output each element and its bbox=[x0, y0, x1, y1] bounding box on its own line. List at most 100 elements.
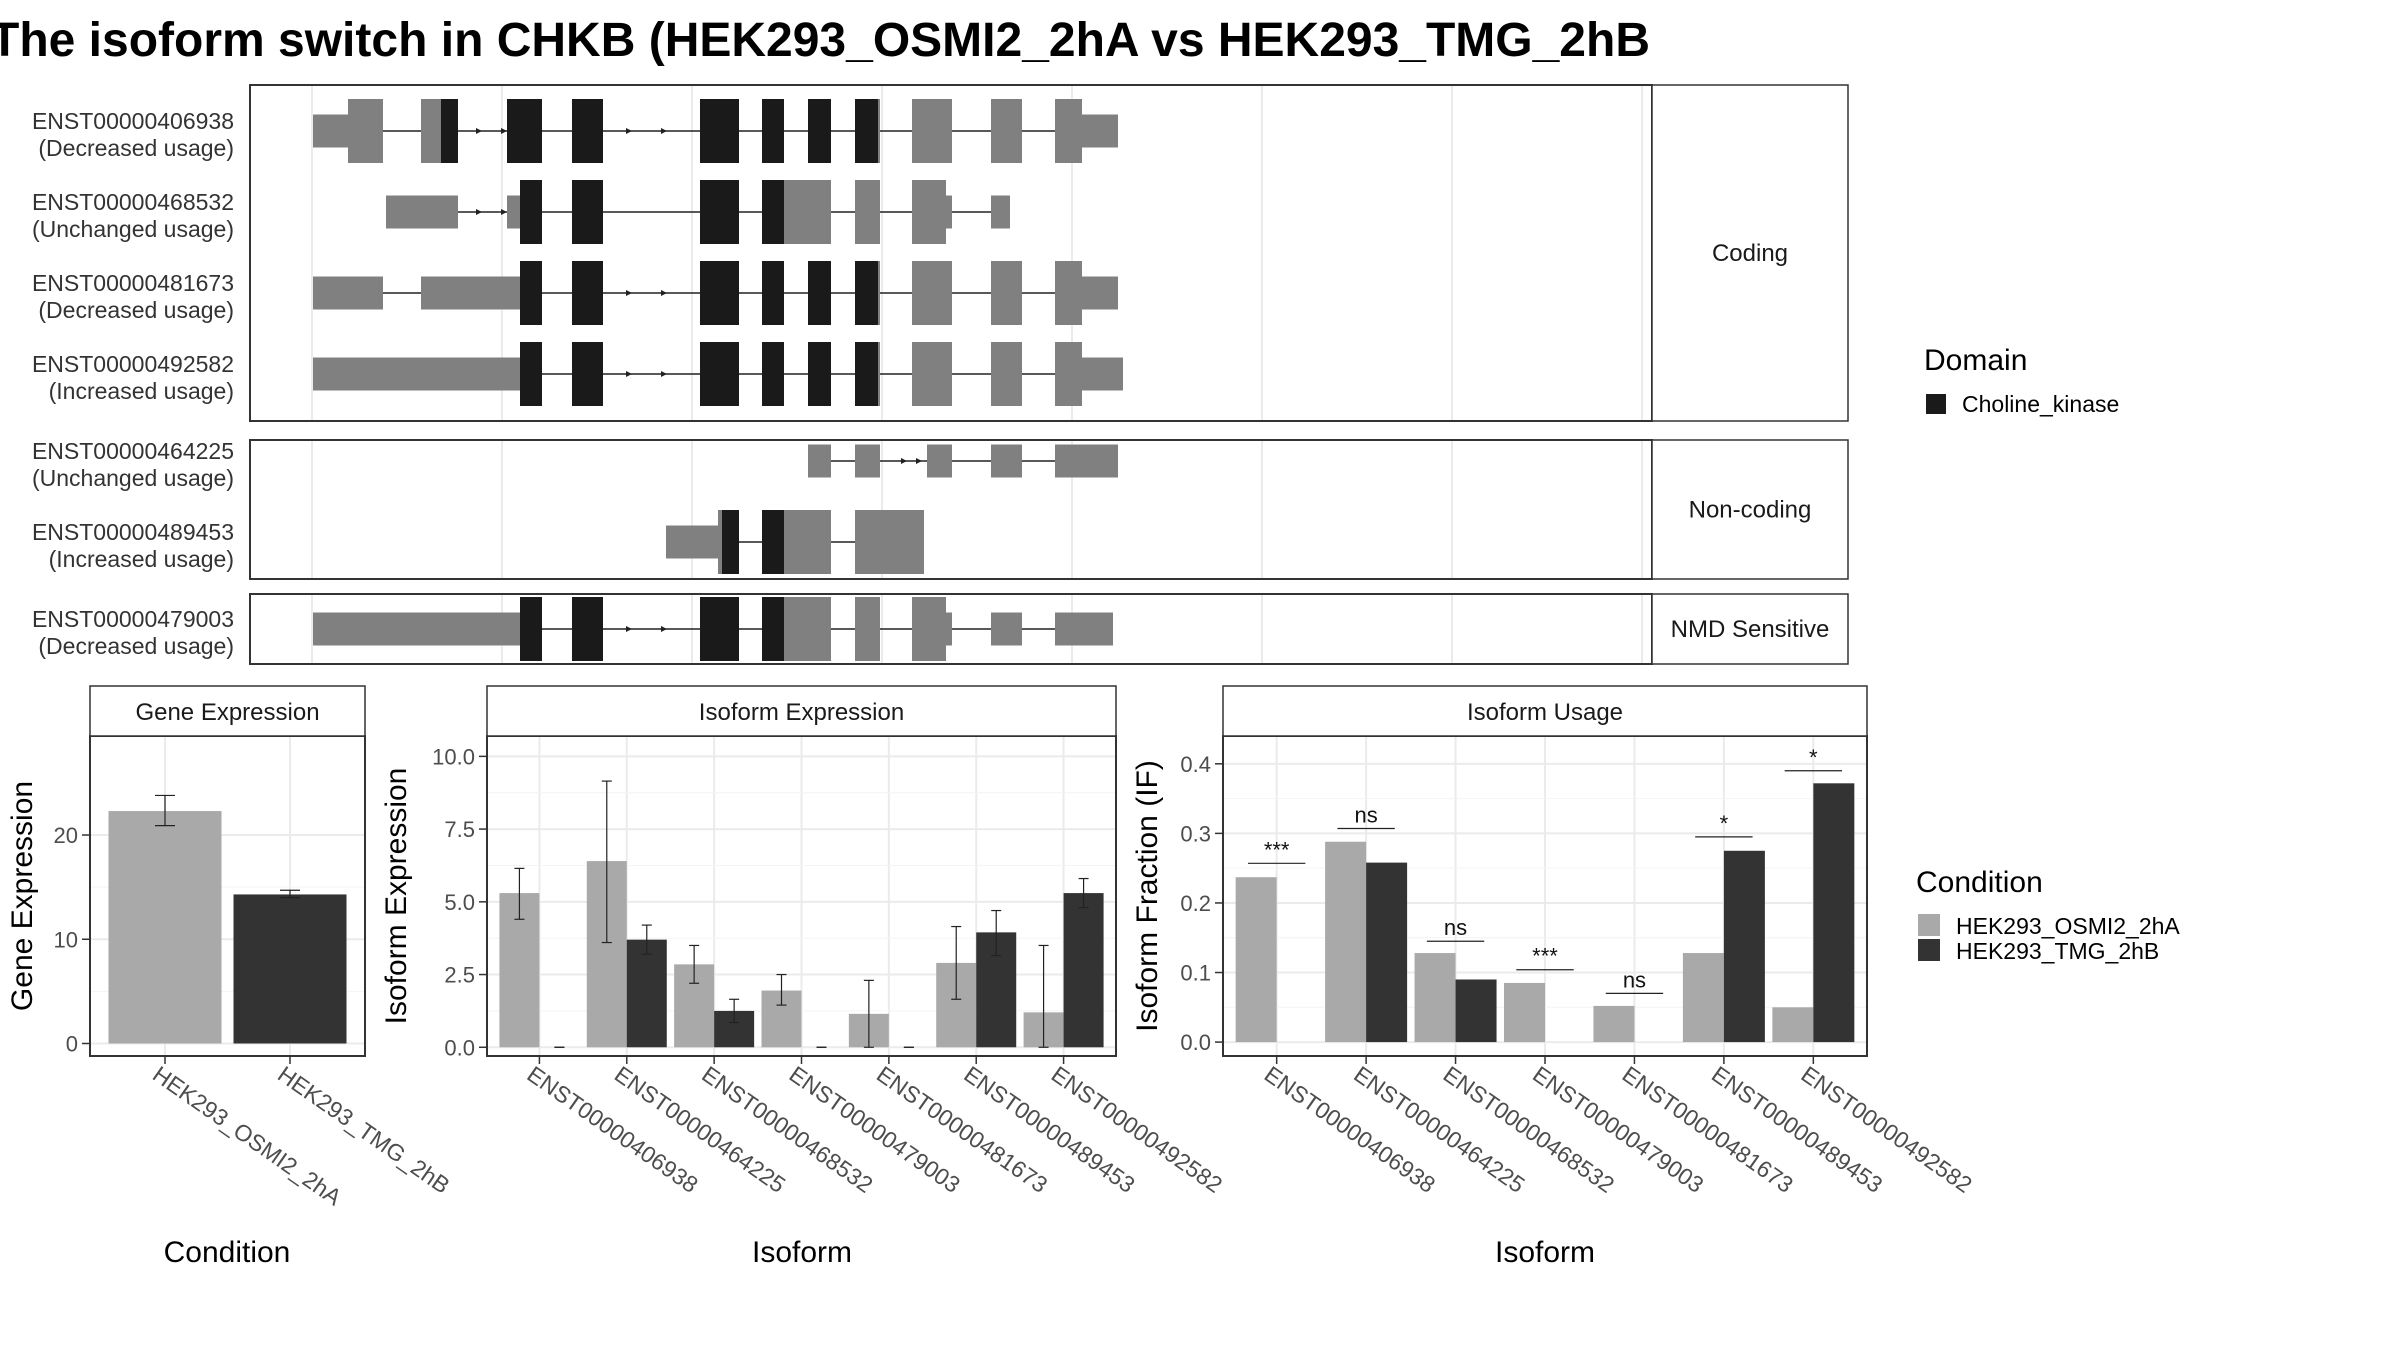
strand-arrow bbox=[661, 626, 667, 632]
y-axis-title: Isoform Fraction (IF) bbox=[1131, 760, 1164, 1032]
transcript-structure-panel: ENST00000406938(Decreased usage)ENST0000… bbox=[32, 84, 1849, 665]
exon bbox=[1082, 357, 1123, 391]
transcript-id-label: ENST00000481673 bbox=[32, 270, 234, 296]
condition-legend-label-b: HEK293_TMG_2hB bbox=[1956, 938, 2159, 964]
chart-title: Gene Expression bbox=[135, 699, 319, 726]
bar bbox=[1593, 1005, 1635, 1043]
domain-exon bbox=[520, 342, 542, 406]
domain-legend-title: Domain bbox=[1924, 344, 2027, 377]
exon bbox=[507, 195, 520, 229]
y-tick-label: 5.0 bbox=[444, 890, 475, 915]
bar bbox=[1455, 979, 1497, 1043]
condition-legend-swatch-a bbox=[1918, 914, 1940, 936]
exon bbox=[991, 342, 1022, 406]
exon bbox=[927, 444, 952, 478]
exon bbox=[784, 510, 831, 574]
transcript-id-label: ENST00000406938 bbox=[32, 108, 234, 134]
y-tick-label: 20 bbox=[54, 823, 78, 848]
bar bbox=[233, 894, 347, 1044]
exon bbox=[313, 114, 348, 148]
domain-exon bbox=[855, 261, 878, 325]
domain-legend-label: Choline_kinase bbox=[1962, 391, 2119, 417]
strand-arrow bbox=[626, 290, 632, 296]
strand-arrow bbox=[916, 458, 922, 464]
y-tick-label: 10 bbox=[54, 927, 78, 952]
bar bbox=[1063, 893, 1104, 1048]
domain-exon bbox=[700, 342, 739, 406]
structure-strip bbox=[1651, 593, 1849, 665]
exon bbox=[991, 99, 1022, 163]
structure-strip-label: NMD Sensitive bbox=[1671, 616, 1830, 643]
strand-arrow bbox=[626, 626, 632, 632]
y-tick-label: 0.2 bbox=[1180, 891, 1211, 916]
bar bbox=[626, 939, 667, 1048]
transcript-id-label: ENST00000479003 bbox=[32, 606, 234, 632]
domain-exon bbox=[572, 180, 603, 244]
x-axis-title: Condition bbox=[164, 1236, 291, 1269]
domain-exon bbox=[520, 597, 542, 661]
domain-legend: Domain Choline_kinase bbox=[1924, 344, 2119, 417]
exon bbox=[784, 180, 831, 244]
y-tick-label: 0 bbox=[66, 1031, 78, 1056]
y-tick-label: 0.0 bbox=[444, 1035, 475, 1060]
exon bbox=[348, 99, 383, 163]
transcript-id-label: ENST00000468532 bbox=[32, 189, 234, 215]
transcript-usage-label: (Decreased usage) bbox=[38, 135, 234, 161]
exon bbox=[1055, 261, 1082, 325]
condition-legend: Condition HEK293_OSMI2_2hA HEK293_TMG_2h… bbox=[1916, 866, 2180, 964]
strand-arrow bbox=[626, 371, 632, 377]
strand-arrow bbox=[501, 209, 507, 215]
transcript-usage-label: (Unchanged usage) bbox=[32, 465, 234, 491]
exon bbox=[855, 180, 880, 244]
strand-arrow bbox=[476, 209, 482, 215]
strand-arrow bbox=[661, 371, 667, 377]
exon bbox=[855, 510, 924, 574]
domain-exon bbox=[572, 597, 603, 661]
exon bbox=[421, 276, 520, 310]
exon bbox=[313, 612, 520, 646]
domain-exon bbox=[700, 261, 739, 325]
domain-exon bbox=[808, 342, 831, 406]
exon bbox=[1055, 444, 1118, 478]
significance-label: *** bbox=[1532, 944, 1558, 969]
domain-exon bbox=[700, 180, 739, 244]
bar bbox=[1325, 841, 1367, 1043]
strand-arrow bbox=[661, 290, 667, 296]
domain-exon bbox=[572, 99, 603, 163]
exon bbox=[1082, 114, 1118, 148]
domain-exon bbox=[762, 261, 784, 325]
condition-legend-swatch-b bbox=[1918, 939, 1940, 961]
exon bbox=[386, 195, 458, 229]
strand-arrow bbox=[501, 128, 507, 134]
x-axis-title: Isoform bbox=[752, 1236, 852, 1269]
significance-label: ns bbox=[1444, 915, 1467, 940]
structure-strip bbox=[1651, 439, 1849, 580]
bar bbox=[1414, 953, 1456, 1043]
x-axis-title: Isoform bbox=[1495, 1236, 1595, 1269]
transcript-usage-label: (Decreased usage) bbox=[38, 297, 234, 323]
domain-exon bbox=[700, 597, 739, 661]
facet-strip bbox=[1222, 685, 1868, 737]
condition-legend-label-a: HEK293_OSMI2_2hA bbox=[1956, 913, 2180, 939]
significance-label: ns bbox=[1354, 803, 1377, 828]
figure-title: The isoform switch in CHKB (HEK293_OSMI2… bbox=[0, 14, 1650, 67]
chart-title: Isoform Usage bbox=[1467, 699, 1623, 726]
exon bbox=[1055, 612, 1113, 646]
y-axis-title: Isoform Expression bbox=[380, 768, 413, 1025]
isoform-usage-chart: 0.0 0.1 0.2 0.3 0.4 *** ns ns *** ns * * Isoform Usa… bbox=[1131, 685, 1977, 1269]
strand-arrow bbox=[901, 458, 907, 464]
exon bbox=[1082, 276, 1118, 310]
bar bbox=[1504, 982, 1545, 1043]
y-tick-label: 0.4 bbox=[1180, 752, 1211, 777]
domain-exon bbox=[855, 99, 878, 163]
domain-legend-swatch bbox=[1926, 394, 1946, 414]
exon bbox=[946, 195, 952, 229]
exon bbox=[991, 612, 1022, 646]
significance-label: * bbox=[1720, 811, 1729, 836]
exon bbox=[991, 195, 1010, 229]
y-axis-title: Gene Expression bbox=[6, 781, 39, 1011]
y-tick-label: 0.3 bbox=[1180, 821, 1211, 846]
condition-legend-title: Condition bbox=[1916, 866, 2043, 899]
exon bbox=[421, 99, 441, 163]
domain-exon bbox=[441, 99, 458, 163]
